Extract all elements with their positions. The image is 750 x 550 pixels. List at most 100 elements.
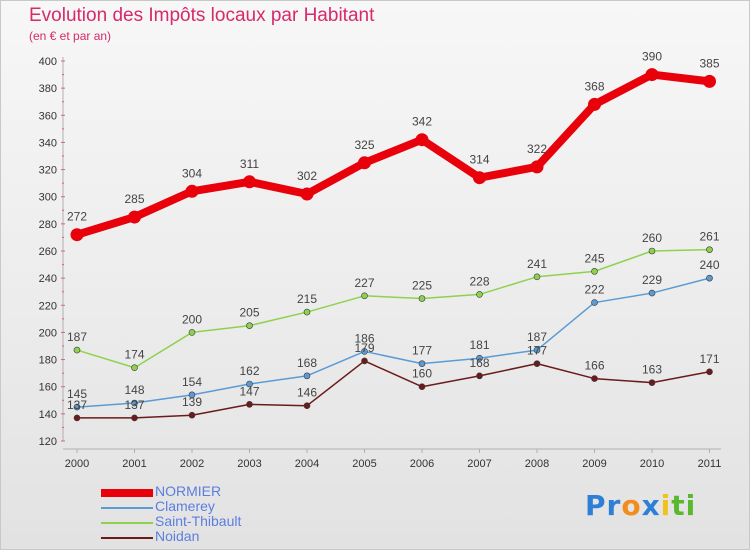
data-point-normier (128, 210, 141, 224)
legend-swatch (101, 507, 153, 509)
legend-swatch (101, 522, 153, 524)
x-tick-label: 2011 (698, 458, 722, 470)
legend-label: Saint-Thibault (155, 513, 242, 529)
data-label-normier: 385 (699, 56, 719, 70)
y-tick-label: 200 (39, 327, 57, 339)
data-point-clamerey (188, 391, 196, 399)
data-label-noidan: 168 (469, 356, 489, 370)
data-point-clamerey (418, 360, 426, 367)
data-point-clamerey (73, 403, 81, 411)
data-point-normier (473, 171, 486, 185)
data-point-noidan (476, 372, 483, 380)
data-label-saint-thibault: 174 (124, 348, 144, 362)
data-label-saint-thibault: 261 (699, 230, 719, 244)
data-label-clamerey: 240 (699, 258, 719, 272)
logo-letter: t (671, 489, 686, 522)
data-point-clamerey (246, 380, 253, 388)
logo-letter: r (606, 489, 622, 522)
data-point-saint-thibault (533, 273, 541, 281)
y-tick-label: 380 (39, 83, 57, 95)
legend-swatch (101, 537, 153, 539)
y-tick-label: 320 (39, 165, 57, 177)
data-label-normier: 272 (67, 210, 87, 224)
data-point-saint-thibault (188, 329, 196, 336)
x-tick-label: 2001 (122, 458, 146, 470)
data-point-normier (415, 133, 429, 147)
series-line-normier (73, 70, 714, 239)
legend-label: Noidan (155, 528, 200, 544)
data-point-noidan (188, 411, 196, 419)
logo-letter: x (641, 489, 661, 522)
data-label-normier: 302 (297, 169, 317, 183)
data-point-noidan (591, 375, 598, 382)
data-label-noidan: 166 (584, 359, 604, 373)
x-tick-label: 2006 (410, 458, 434, 470)
data-label-saint-thibault: 200 (182, 312, 202, 326)
data-label-clamerey: 168 (297, 356, 317, 370)
data-label-saint-thibault: 227 (354, 276, 374, 290)
data-label-normier: 390 (642, 50, 662, 64)
data-point-normier (358, 156, 371, 170)
data-label-saint-thibault: 228 (469, 274, 489, 288)
legend-label: NORMIER (155, 483, 222, 499)
data-label-noidan: 139 (182, 395, 202, 409)
data-point-noidan (533, 360, 541, 367)
logo-letter: i (660, 489, 672, 522)
data-label-clamerey: 229 (642, 273, 662, 287)
data-label-clamerey: 186 (354, 331, 374, 345)
x-tick-label: 2005 (352, 458, 376, 470)
series-line-saint-thibault (76, 248, 711, 369)
data-label-saint-thibault: 241 (527, 257, 547, 271)
data-label-saint-thibault: 205 (239, 306, 259, 320)
logo-letter: i (685, 489, 697, 522)
chart-subtitle: (en € et par an) (29, 29, 112, 43)
data-point-clamerey (648, 289, 656, 297)
data-point-normier (185, 184, 199, 198)
data-point-noidan (246, 401, 253, 408)
data-label-normier: 368 (584, 79, 604, 93)
data-point-saint-thibault (246, 322, 253, 329)
y-tick-label: 400 (39, 56, 57, 68)
data-point-clamerey (706, 274, 713, 282)
data-point-noidan (131, 414, 138, 422)
data-point-noidan (303, 402, 311, 410)
x-tick-label: 2003 (237, 458, 261, 470)
data-point-normier (645, 68, 659, 82)
data-point-clamerey (131, 399, 138, 407)
data-label-noidan: 137 (67, 398, 87, 412)
y-tick-label: 360 (39, 110, 57, 122)
data-label-clamerey: 187 (527, 330, 547, 344)
series-line-clamerey (76, 277, 711, 408)
data-label-normier: 304 (182, 166, 202, 180)
data-label-clamerey: 145 (67, 387, 87, 401)
data-point-normier (703, 74, 716, 88)
data-point-noidan (418, 383, 426, 391)
data-label-clamerey: 177 (412, 344, 432, 358)
x-tick-label: 2009 (582, 458, 606, 470)
x-tick-label: 2004 (295, 458, 319, 470)
proxiti-logo: Proxiti (585, 489, 696, 522)
x-tick-label: 2002 (180, 458, 204, 470)
data-label-saint-thibault: 225 (412, 279, 432, 293)
data-point-noidan (73, 414, 81, 422)
data-point-noidan (361, 357, 368, 365)
data-point-saint-thibault (476, 291, 483, 298)
x-tick-label: 2007 (467, 458, 491, 470)
y-tick-label: 260 (39, 246, 57, 258)
data-point-saint-thibault (418, 295, 426, 302)
data-label-clamerey: 148 (124, 383, 144, 397)
data-label-noidan: 146 (297, 386, 317, 400)
data-point-clamerey (361, 348, 368, 355)
data-point-clamerey (476, 354, 483, 362)
y-tick-label: 160 (39, 382, 57, 394)
x-tick-label: 2008 (525, 458, 549, 470)
data-label-noidan: 179 (354, 341, 374, 355)
data-label-normier: 322 (527, 142, 547, 156)
y-tick-label: 220 (39, 300, 57, 312)
data-label-noidan: 147 (239, 384, 259, 398)
data-label-normier: 311 (240, 157, 259, 171)
data-label-clamerey: 222 (584, 283, 604, 297)
data-point-clamerey (591, 299, 598, 306)
x-tick-label: 2000 (65, 458, 89, 470)
y-tick-label: 140 (39, 409, 57, 421)
